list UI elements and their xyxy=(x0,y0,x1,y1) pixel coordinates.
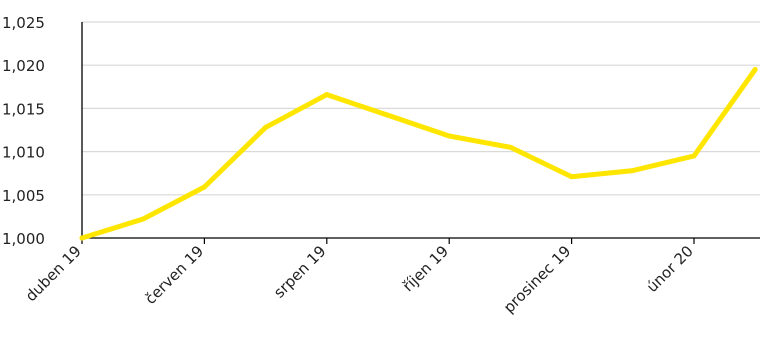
data-point xyxy=(752,67,758,73)
y-tick-label: 1,005 xyxy=(2,187,45,205)
data-point xyxy=(324,92,330,98)
gridlines xyxy=(82,21,760,196)
series-group xyxy=(79,67,758,241)
x-tick-label: únor 20 xyxy=(643,242,697,296)
x-axis-ticks: duben 19 červen 19 srpen 19 říjen 19 prosine… xyxy=(22,238,697,317)
x-tick-label: duben 19 xyxy=(22,242,85,305)
y-tick-label: 1,020 xyxy=(2,57,45,75)
data-point xyxy=(446,133,452,139)
data-point xyxy=(140,216,146,222)
data-point xyxy=(385,112,391,118)
data-point xyxy=(79,235,85,241)
series-line xyxy=(79,67,758,241)
data-point xyxy=(691,153,697,159)
y-tick-label: 1,015 xyxy=(2,100,45,118)
data-point xyxy=(630,168,636,174)
data-point xyxy=(263,124,269,130)
data-point xyxy=(507,144,513,150)
y-axis-ticks: 1,000 1,005 1,010 1,015 1,020 1,025 xyxy=(2,14,45,248)
y-tick-label: 1,025 xyxy=(2,14,45,32)
data-point xyxy=(569,174,575,180)
y-tick-label: 1,000 xyxy=(2,230,45,248)
x-tick-label: srpen 19 xyxy=(270,242,329,301)
x-tick-label: říjen 19 xyxy=(399,242,452,295)
x-tick-label: červen 19 xyxy=(141,242,207,308)
data-point xyxy=(201,184,207,190)
y-tick-label: 1,010 xyxy=(2,144,45,162)
x-tick-label: prosinec 19 xyxy=(500,242,575,317)
